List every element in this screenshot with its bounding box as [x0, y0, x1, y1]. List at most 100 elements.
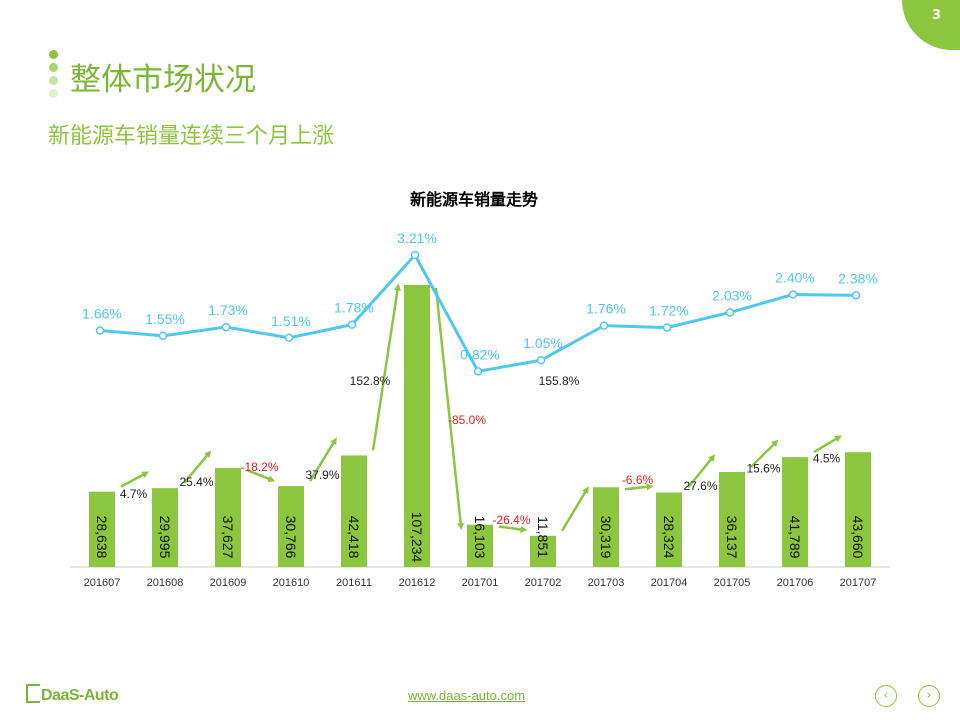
bar [719, 471, 745, 567]
line-value-label: 3.21% [397, 230, 437, 246]
logo-text: DaaS-Auto [41, 687, 119, 704]
line-point [95, 326, 105, 335]
line-value-label: 1.73% [208, 302, 248, 318]
growth-rate-label: 155.8% [539, 374, 580, 388]
line-value-label: 1.51% [271, 313, 311, 329]
line-value-label: 1.55% [145, 311, 185, 327]
growth-rate-label: 4.7% [120, 487, 148, 501]
line-point [158, 331, 168, 341]
bar [152, 488, 178, 567]
bar-value-label: 16,103 [472, 516, 488, 559]
line-value-label: 2.40% [775, 269, 815, 285]
growth-rate-label: 25.4% [179, 475, 213, 489]
chevron-right-icon: › [926, 688, 932, 703]
bar-value-label: 36,137 [724, 516, 740, 559]
growth-arrow [308, 437, 337, 482]
growth-arrow [813, 435, 843, 454]
bar-value-label: 29,995 [157, 516, 173, 559]
line-point [725, 308, 735, 317]
line-point [347, 320, 357, 329]
x-tick-label: 201612 [399, 577, 436, 589]
line-point [536, 355, 546, 365]
bar [530, 535, 556, 567]
chevron-left-icon: ‹ [883, 688, 889, 703]
bar-value-label: 43,660 [850, 516, 866, 559]
x-tick-label: 201611 [336, 577, 372, 589]
growth-arrow [498, 525, 528, 533]
x-tick-label: 201607 [84, 577, 121, 589]
line-value-label: 1.72% [649, 303, 689, 319]
line-point [473, 367, 483, 376]
growth-arrow [371, 283, 401, 451]
growth-arrow [183, 450, 212, 484]
growth-rate-label: 4.5% [813, 452, 841, 466]
growth-rate-label: -26.4% [492, 513, 530, 527]
bar [404, 285, 430, 567]
line-point [284, 333, 294, 343]
bar [782, 457, 808, 567]
x-tick-label: 201706 [777, 577, 814, 589]
next-page-button[interactable]: › [918, 685, 940, 707]
x-tick-label: 201702 [525, 577, 562, 589]
bar [278, 486, 304, 567]
x-tick-label: 201704 [651, 577, 688, 589]
line-point [410, 250, 420, 260]
bar-value-label: 41,789 [787, 516, 803, 559]
growth-rate-label: -18.2% [240, 460, 278, 474]
line-value-label: 1.05% [523, 335, 563, 351]
growth-rate-label: 27.6% [683, 479, 717, 493]
bar [593, 487, 619, 567]
bar-value-label: 37,627 [220, 516, 236, 559]
growth-rate-label: -85.0% [448, 413, 486, 427]
daas-auto-logo: DaaS-Auto [26, 684, 119, 705]
growth-arrow [624, 483, 654, 491]
bar [89, 491, 115, 567]
bar-value-label: 11,851 [535, 516, 551, 558]
website-link[interactable]: www.daas-auto.com [408, 688, 526, 703]
growth-arrow [687, 454, 716, 489]
line-point [221, 322, 231, 332]
bar-value-label: 30,319 [598, 516, 614, 559]
x-tick-label: 201707 [840, 577, 877, 589]
bar-value-label: 42,418 [346, 516, 362, 559]
line-value-label: 1.78% [334, 300, 374, 316]
x-tick-label: 201609 [210, 577, 247, 589]
bar-value-label: 28,638 [94, 516, 110, 559]
bar [467, 524, 493, 567]
page-title: 整体市场状况 [70, 62, 256, 98]
growth-arrow [120, 471, 150, 488]
bar [341, 455, 367, 567]
x-tick-label: 201608 [147, 577, 184, 589]
title-dots-decoration [49, 50, 61, 102]
bar [656, 492, 682, 567]
growth-rate-label: 37.9% [305, 468, 339, 482]
line-value-label: 1.66% [82, 305, 122, 321]
growth-arrow [560, 486, 589, 532]
line-point [851, 291, 861, 300]
bar-value-label: 28,324 [661, 516, 677, 559]
page-number: 3 [932, 8, 942, 23]
chart-title: 新能源车销量走势 [410, 190, 538, 209]
line-value-label: 0.82% [460, 346, 500, 362]
bar [215, 468, 241, 567]
line-value-label: 2.03% [712, 287, 752, 303]
bar-value-label: 107,234 [409, 512, 425, 563]
x-tick-label: 201705 [714, 577, 751, 589]
line-point [788, 290, 798, 299]
x-tick-label: 201610 [273, 577, 310, 589]
line-value-label: 2.38% [838, 270, 878, 286]
x-tick-label: 201701 [462, 577, 499, 589]
growth-arrow [434, 287, 465, 531]
growth-rate-label: 15.6% [746, 462, 780, 476]
line-value-label: 1.76% [586, 301, 626, 317]
growth-arrow [750, 439, 779, 468]
line-point [599, 321, 609, 330]
line-point [662, 323, 672, 332]
prev-page-button[interactable]: ‹ [875, 685, 897, 707]
page-subtitle: 新能源车销量连续三个月上涨 [48, 124, 335, 149]
bar [845, 452, 871, 567]
x-tick-label: 201703 [588, 577, 625, 589]
growth-arrow [246, 468, 276, 483]
bar-value-label: 30,766 [283, 516, 299, 559]
